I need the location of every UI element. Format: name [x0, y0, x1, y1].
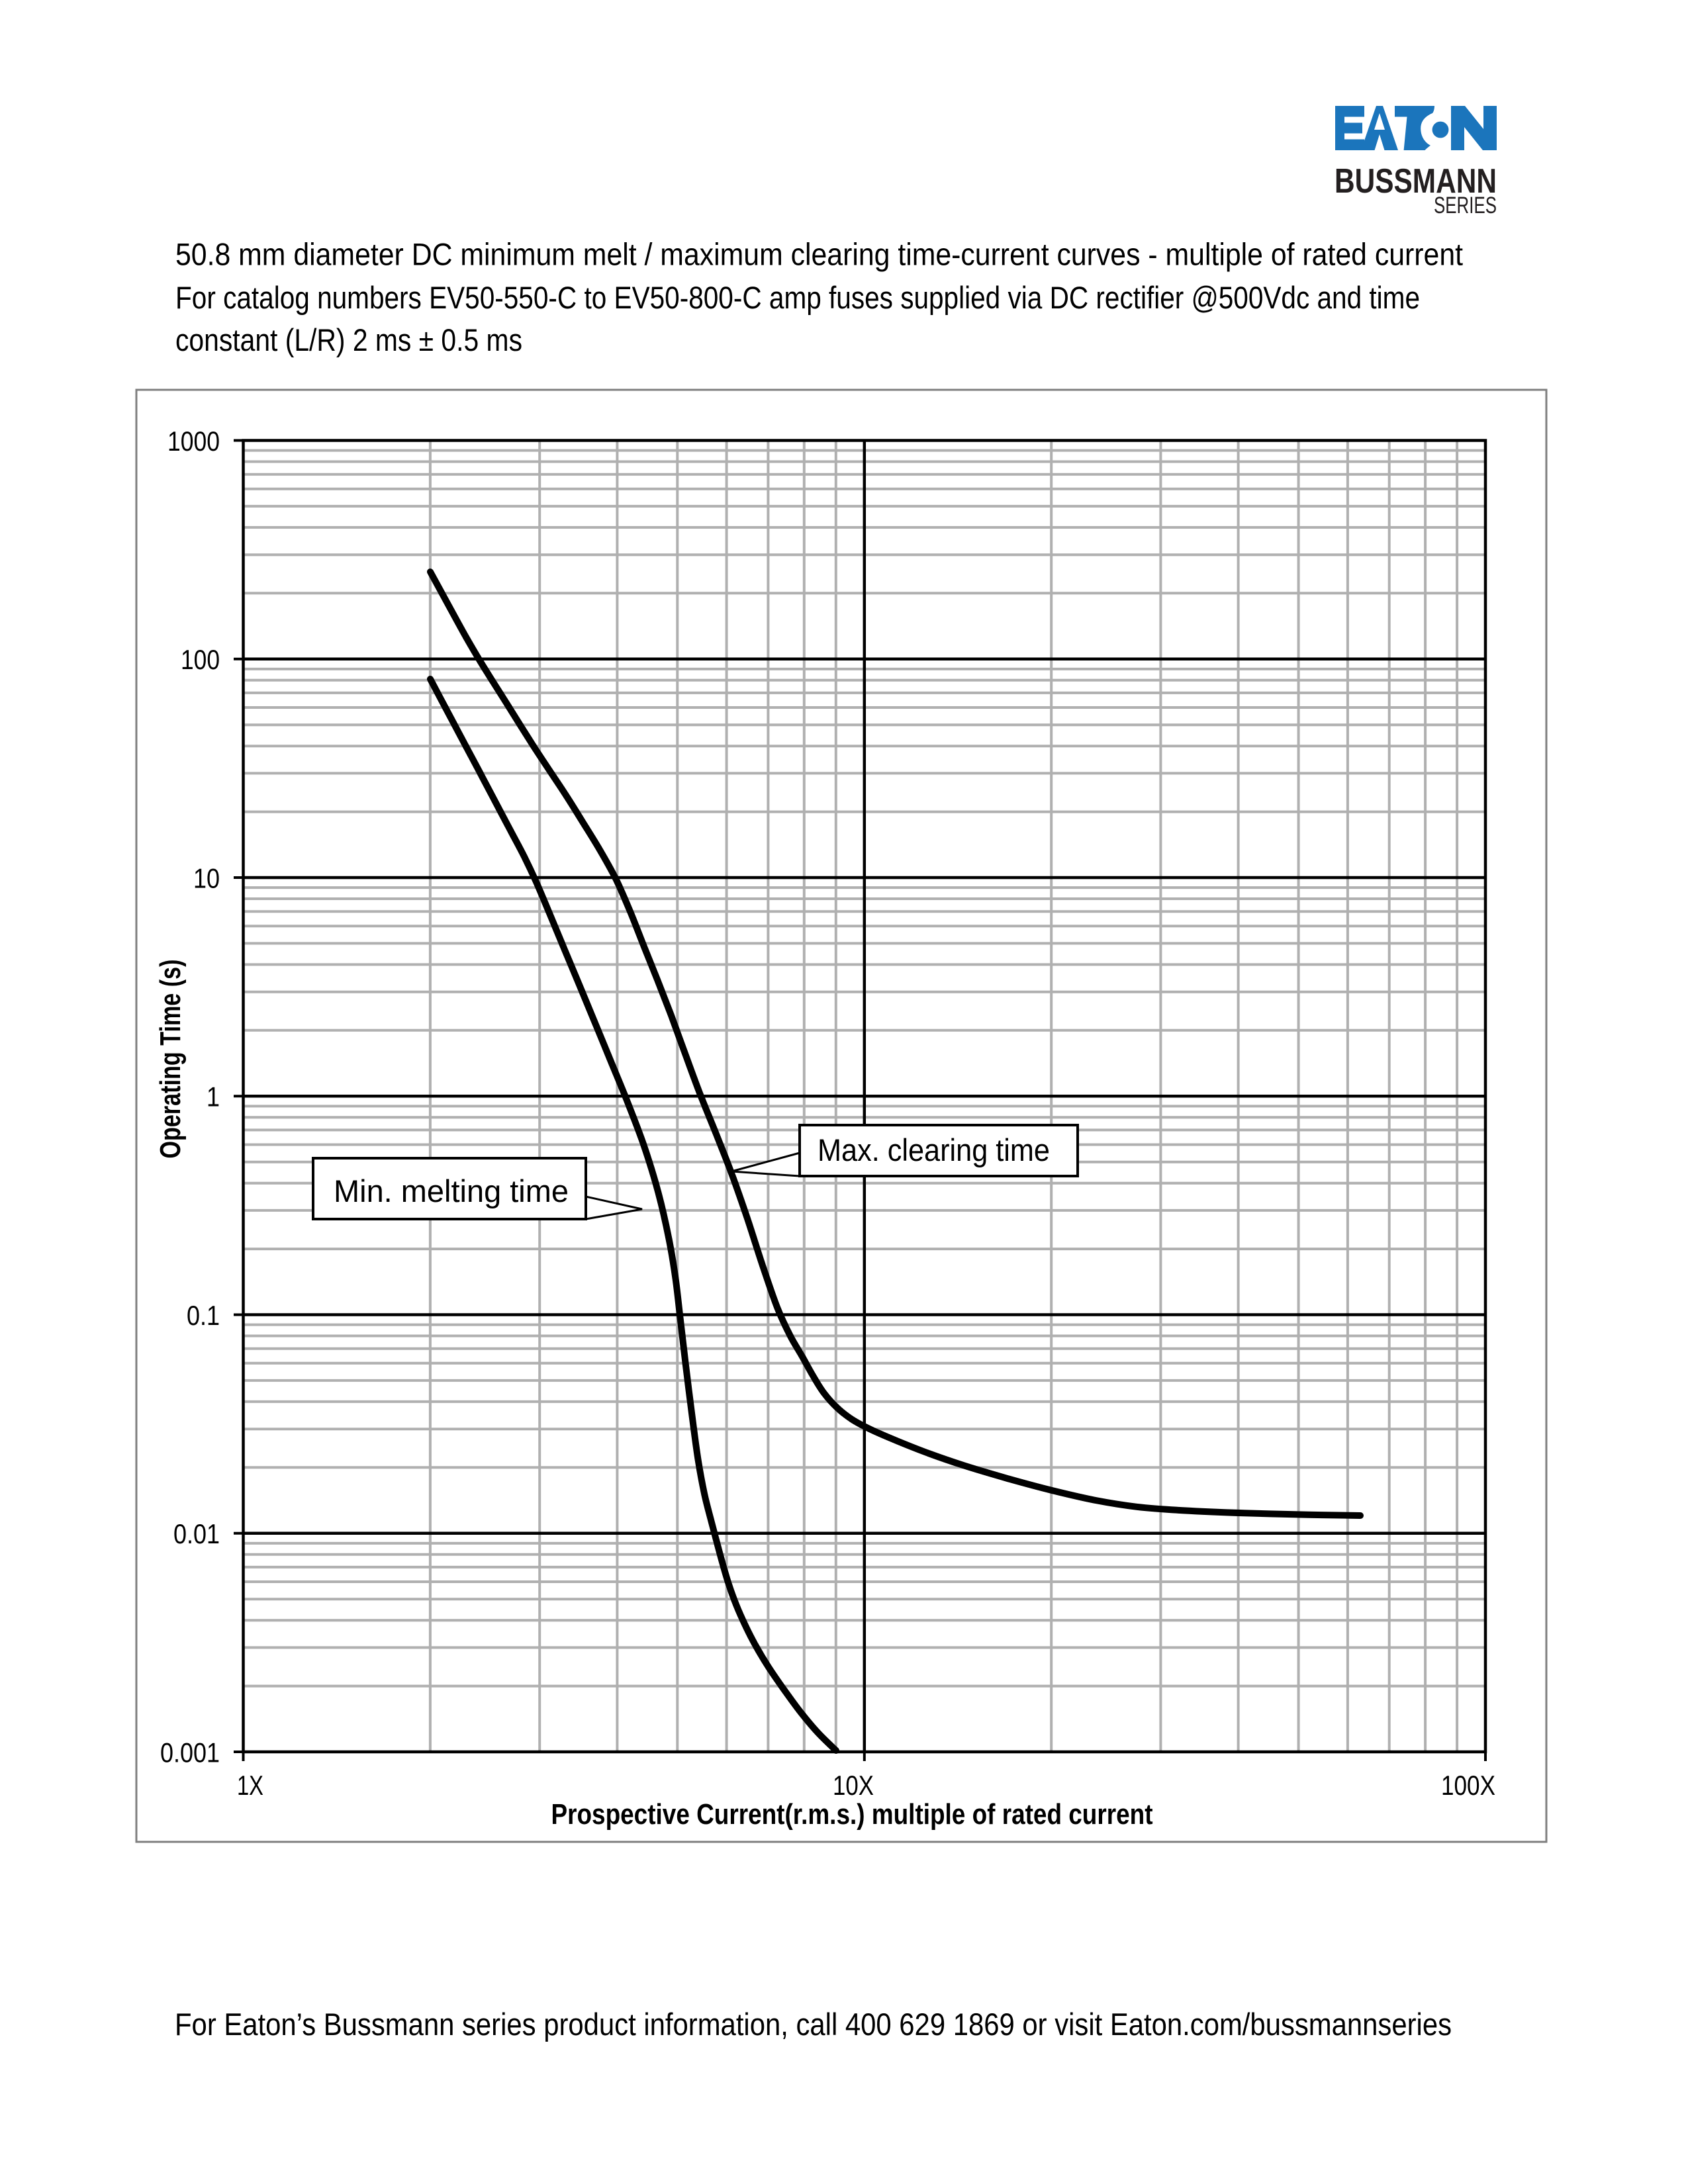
svg-text:Operating Time (s): Operating Time (s)	[154, 960, 187, 1159]
svg-text:0.1: 0.1	[187, 1300, 220, 1331]
svg-text:Min. melting time: Min. melting time	[334, 1173, 569, 1208]
svg-text:1000: 1000	[167, 426, 220, 457]
svg-text:1: 1	[207, 1081, 220, 1113]
svg-text:1X: 1X	[237, 1770, 263, 1801]
svg-text:BUSSMANN: BUSSMANN	[1335, 162, 1497, 201]
svg-text:10: 10	[193, 862, 220, 893]
svg-text:constant (L/R) 2 ms ± 0.5 ms: constant (L/R) 2 ms ± 0.5 ms	[175, 322, 522, 357]
svg-text:100: 100	[181, 644, 220, 675]
svg-text:50.8 mm diameter DC minimum me: 50.8 mm diameter DC minimum melt / maxim…	[175, 237, 1463, 272]
svg-text:Max. clearing time: Max. clearing time	[818, 1132, 1050, 1167]
svg-text:For catalog numbers EV50-550-C: For catalog numbers EV50-550-C to EV50-8…	[175, 280, 1420, 315]
svg-text:10X: 10X	[833, 1770, 874, 1801]
svg-text:SERIES: SERIES	[1434, 193, 1497, 218]
svg-text:0.01: 0.01	[173, 1518, 220, 1549]
svg-text:0.001: 0.001	[160, 1737, 220, 1768]
svg-text:For Eaton’s Bussmann series pr: For Eaton’s Bussmann series product info…	[175, 2007, 1452, 2042]
svg-text:100X: 100X	[1441, 1770, 1495, 1801]
svg-text:Prospective Current(r.m.s.) mu: Prospective Current(r.m.s.) multiple of …	[551, 1798, 1153, 1831]
